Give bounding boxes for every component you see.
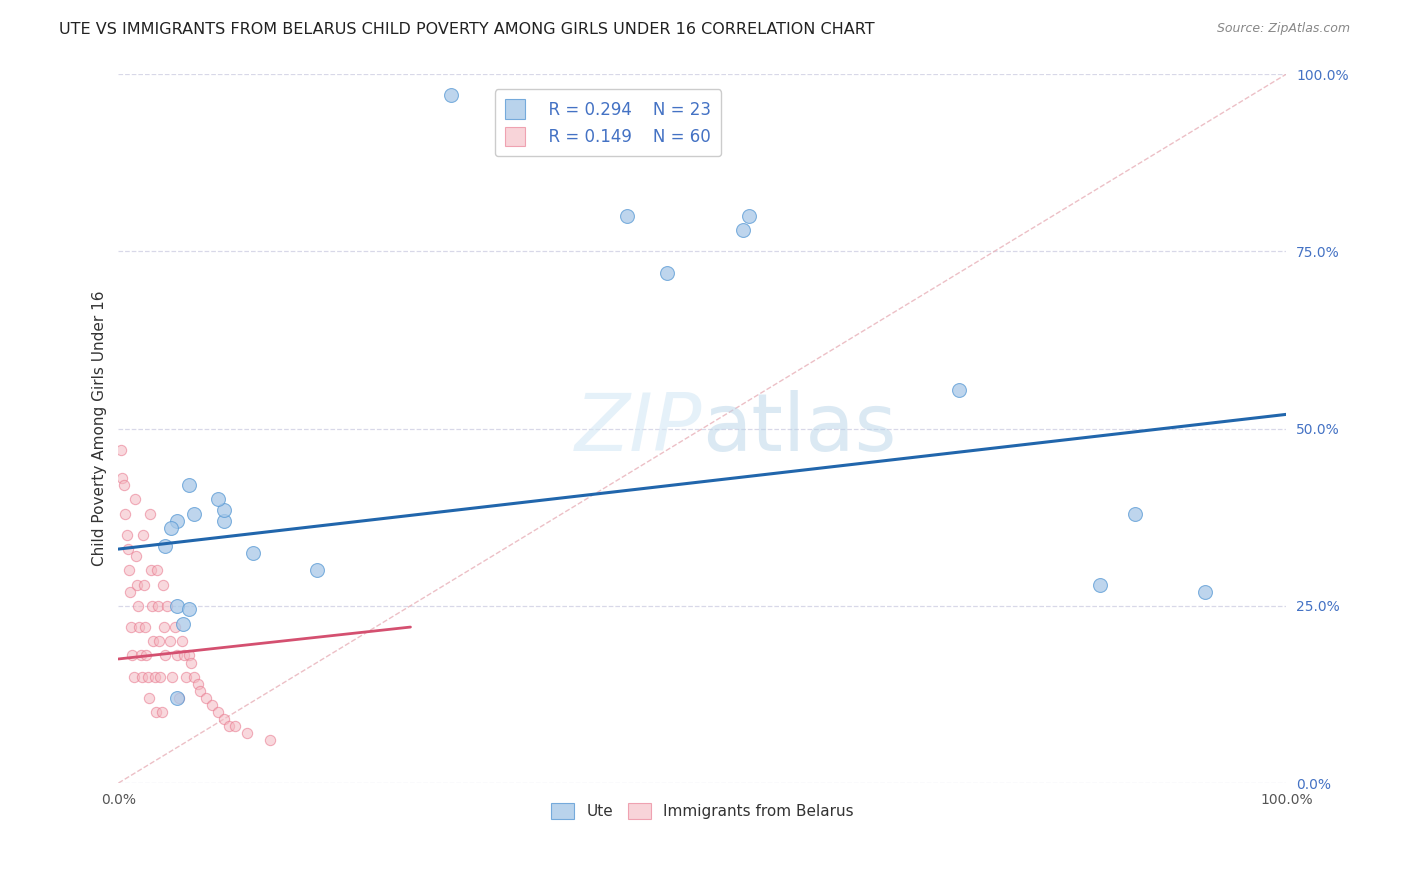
Point xyxy=(141,563,163,577)
Point xyxy=(131,670,153,684)
Point xyxy=(166,648,188,663)
Point xyxy=(134,620,156,634)
Point xyxy=(224,719,246,733)
Point xyxy=(110,442,132,457)
Point xyxy=(166,514,188,528)
Point xyxy=(212,712,235,726)
Point xyxy=(152,577,174,591)
Point xyxy=(118,563,141,577)
Point xyxy=(156,599,179,613)
Point xyxy=(207,492,229,507)
Point xyxy=(166,599,188,613)
Point xyxy=(122,670,145,684)
Point xyxy=(1088,577,1111,591)
Point xyxy=(440,88,463,103)
Point xyxy=(121,648,143,663)
Point xyxy=(129,648,152,663)
Point xyxy=(1123,507,1146,521)
Point xyxy=(114,507,136,521)
Point xyxy=(153,620,176,634)
Point xyxy=(733,223,755,237)
Legend: Ute, Immigrants from Belarus: Ute, Immigrants from Belarus xyxy=(546,797,860,825)
Point xyxy=(172,616,194,631)
Point xyxy=(657,266,679,280)
Point xyxy=(160,521,183,535)
Point xyxy=(170,634,193,648)
Point xyxy=(166,690,188,705)
Point xyxy=(134,577,156,591)
Point xyxy=(177,648,200,663)
Text: atlas: atlas xyxy=(703,390,897,467)
Point xyxy=(141,599,163,613)
Point xyxy=(136,670,159,684)
Point xyxy=(115,528,138,542)
Point xyxy=(212,503,235,517)
Point xyxy=(183,670,205,684)
Point xyxy=(120,584,142,599)
Point xyxy=(127,599,149,613)
Point xyxy=(135,648,157,663)
Point xyxy=(177,478,200,492)
Point xyxy=(111,471,134,485)
Text: ZIP: ZIP xyxy=(575,390,703,467)
Text: UTE VS IMMIGRANTS FROM BELARUS CHILD POVERTY AMONG GIRLS UNDER 16 CORRELATION CH: UTE VS IMMIGRANTS FROM BELARUS CHILD POV… xyxy=(59,22,875,37)
Point xyxy=(139,507,162,521)
Point xyxy=(738,209,761,223)
Point xyxy=(180,656,202,670)
Point xyxy=(948,383,970,397)
Point xyxy=(201,698,224,712)
Point xyxy=(242,546,264,560)
Point xyxy=(305,563,328,577)
Point xyxy=(259,733,281,747)
Point xyxy=(132,528,155,542)
Text: Source: ZipAtlas.com: Source: ZipAtlas.com xyxy=(1216,22,1350,36)
Point xyxy=(167,690,190,705)
Point xyxy=(188,684,211,698)
Point xyxy=(207,705,229,719)
Point xyxy=(183,507,205,521)
Point xyxy=(616,209,638,223)
Point xyxy=(177,602,200,616)
Point xyxy=(236,726,259,740)
Point xyxy=(146,599,169,613)
Point xyxy=(153,648,176,663)
Point xyxy=(138,690,160,705)
Point xyxy=(163,620,186,634)
Point xyxy=(149,670,172,684)
Point xyxy=(173,648,195,663)
Point xyxy=(1194,584,1216,599)
Point xyxy=(112,478,135,492)
Point xyxy=(125,549,148,563)
Point xyxy=(146,563,169,577)
Point xyxy=(174,670,197,684)
Point xyxy=(145,705,167,719)
Point xyxy=(120,620,142,634)
Point xyxy=(159,634,181,648)
Point xyxy=(143,670,166,684)
Point xyxy=(127,577,149,591)
Point xyxy=(195,690,218,705)
Point xyxy=(212,514,235,528)
Point xyxy=(150,705,173,719)
Point xyxy=(148,634,170,648)
Point xyxy=(117,542,139,557)
Point xyxy=(124,492,146,507)
Point xyxy=(142,634,165,648)
Y-axis label: Child Poverty Among Girls Under 16: Child Poverty Among Girls Under 16 xyxy=(93,291,107,566)
Point xyxy=(218,719,240,733)
Point xyxy=(187,677,209,691)
Point xyxy=(153,539,176,553)
Point xyxy=(128,620,150,634)
Point xyxy=(160,670,183,684)
